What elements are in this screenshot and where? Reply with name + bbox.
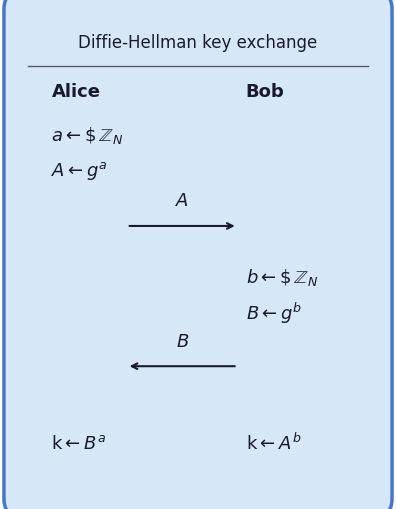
Text: $B$: $B$ (175, 332, 189, 350)
Text: $\mathrm{k} \leftarrow A^b$: $\mathrm{k} \leftarrow A^b$ (246, 432, 301, 454)
Text: $a \leftarrow\$\, \mathbb{Z}_N$: $a \leftarrow\$\, \mathbb{Z}_N$ (51, 124, 124, 146)
Text: $A \leftarrow g^a$: $A \leftarrow g^a$ (51, 159, 108, 182)
Text: Diffie-Hellman key exchange: Diffie-Hellman key exchange (78, 34, 318, 52)
FancyBboxPatch shape (4, 0, 392, 509)
Text: $\mathrm{k} \leftarrow B^a$: $\mathrm{k} \leftarrow B^a$ (51, 434, 107, 452)
Text: $B \leftarrow g^b$: $B \leftarrow g^b$ (246, 300, 302, 326)
Text: Alice: Alice (51, 82, 101, 101)
Text: Bob: Bob (246, 82, 284, 101)
Text: $b \leftarrow\$\, \mathbb{Z}_N$: $b \leftarrow\$\, \mathbb{Z}_N$ (246, 267, 318, 288)
Text: $A$: $A$ (175, 192, 189, 210)
